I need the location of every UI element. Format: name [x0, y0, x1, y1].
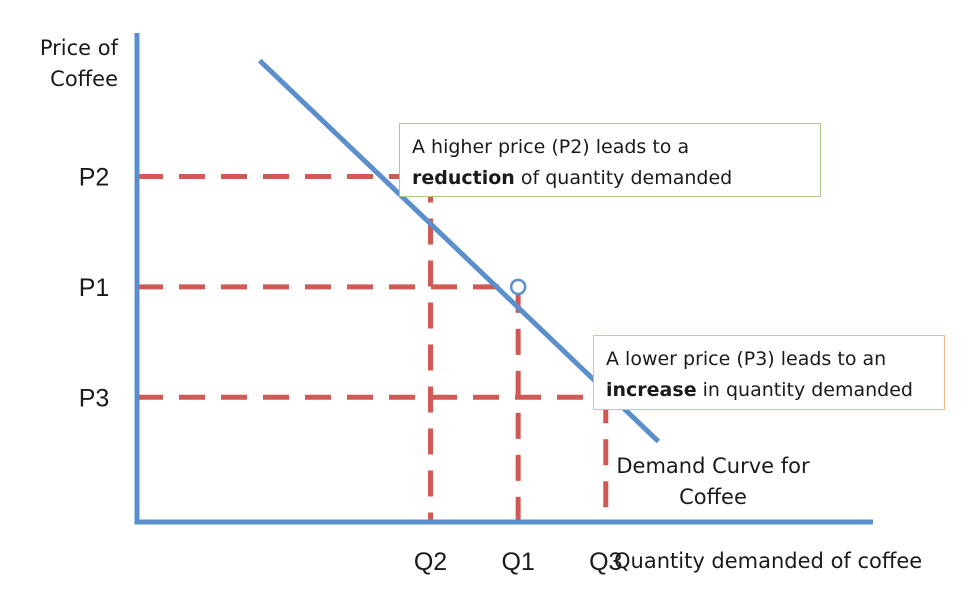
demand-curve-label-line-2: Coffee [679, 485, 747, 509]
annotation-text: in quantity demanded [696, 379, 913, 401]
x-tick-label-q2: Q2 [414, 548, 447, 576]
y-axis-label-line-1: Price of [40, 36, 119, 60]
annotation-emphasis: increase [606, 379, 697, 401]
axes [134, 33, 873, 525]
annotation-higher-price: A higher price (P2) leads to a reduction … [399, 123, 821, 197]
guide-lines [137, 173, 609, 522]
demand-curve-line [257, 58, 661, 444]
y-axis-label-line-2: Coffee [50, 67, 118, 91]
x-tick-label-q3: Q3 [589, 548, 622, 576]
y-tick-label-p2: P2 [79, 163, 110, 191]
y-tick-label-p1: P1 [79, 274, 110, 302]
demand-curve [257, 58, 661, 444]
annotation-text: A higher price (P2) leads to a [412, 136, 690, 158]
annotation-text: of quantity demanded [514, 167, 733, 189]
x-axis-label: Quantity demanded of coffee [614, 549, 922, 573]
annotation-emphasis: reduction [412, 167, 515, 189]
x-tick-label-q1: Q1 [501, 548, 534, 576]
point-p1-q1 [509, 278, 527, 296]
y-tick-label-p3: P3 [79, 384, 110, 412]
annotation-text: A lower price (P3) leads to an [606, 348, 887, 370]
chart-labels: P2 P1 P3 Q2 Q1 Q3 Price of Coffee Quantity deman… [40, 36, 922, 576]
demand-curve-label-line-1: Demand Curve for [616, 454, 810, 478]
annotation-lower-price: A lower price (P3) leads to an increase i… [593, 335, 945, 410]
